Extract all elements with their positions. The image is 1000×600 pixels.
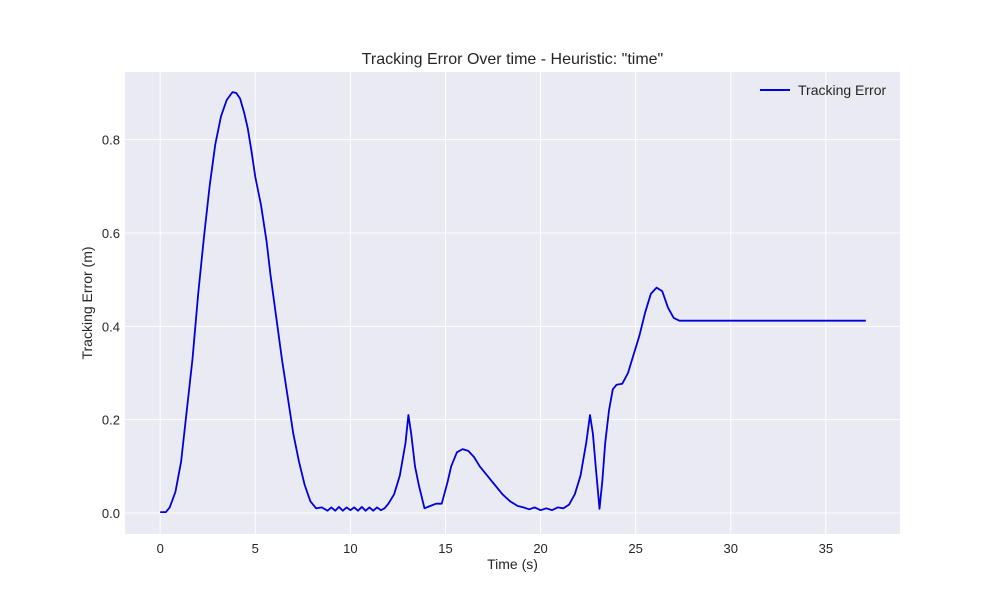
x-tick-labels: 0 5 10 15 20 25 30 35 — [157, 541, 833, 556]
y-tick-label: 0.2 — [102, 413, 120, 428]
y-tick-label: 0.6 — [102, 226, 120, 241]
y-tick-label: 0.8 — [102, 133, 120, 148]
y-tick-label: 0.0 — [102, 506, 120, 521]
x-tick-label: 35 — [819, 541, 833, 556]
x-axis-label: Time (s) — [487, 556, 538, 572]
y-axis-label: Tracking Error (m) — [79, 246, 95, 359]
x-tick-label: 20 — [533, 541, 547, 556]
x-tick-label: 30 — [724, 541, 738, 556]
series-group — [160, 91, 866, 513]
legend-label-tracking-error: Tracking Error — [798, 82, 887, 98]
chart-title: Tracking Error Over time - Heuristic: "t… — [362, 51, 663, 68]
series-line-tracking-error — [160, 91, 866, 513]
x-tick-label: 15 — [438, 541, 452, 556]
grid — [125, 72, 900, 534]
x-tick-label: 0 — [157, 541, 164, 556]
plot-area — [125, 72, 900, 534]
legend: Tracking Error — [760, 82, 887, 98]
y-tick-labels: 0.0 0.2 0.4 0.6 0.8 — [102, 133, 120, 521]
y-tick-label: 0.4 — [102, 319, 120, 334]
x-tick-label: 25 — [628, 541, 642, 556]
x-tick-label: 5 — [252, 541, 259, 556]
x-tick-label: 10 — [343, 541, 357, 556]
